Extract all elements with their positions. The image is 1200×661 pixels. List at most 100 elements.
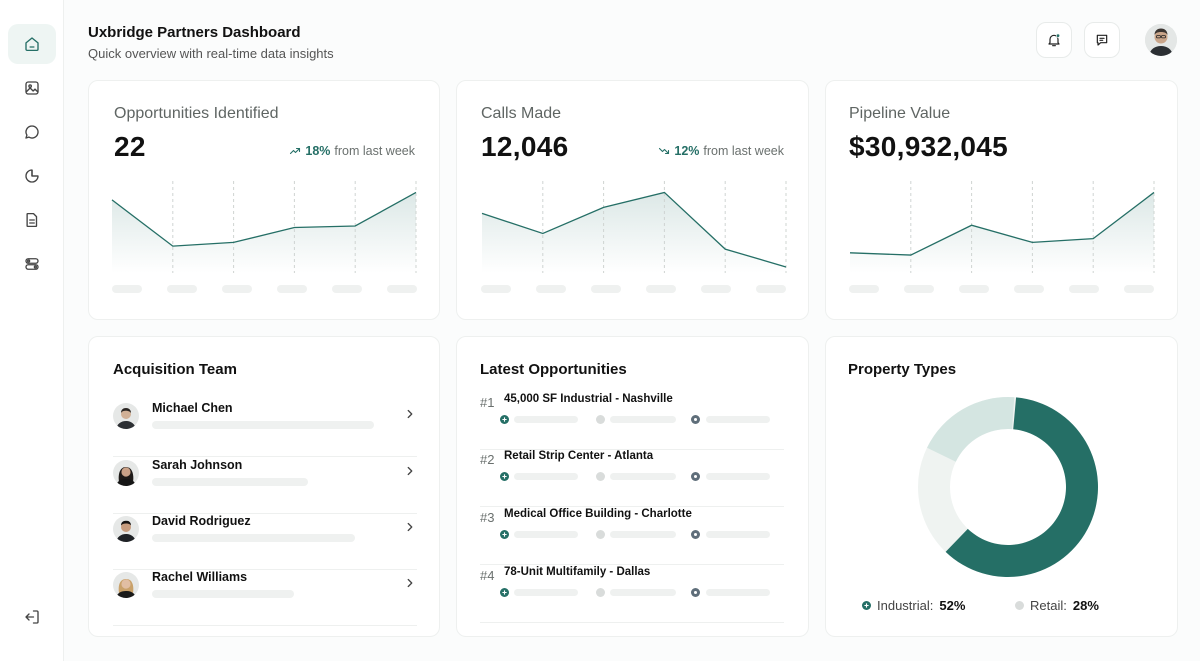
axis-placeholders <box>112 285 417 293</box>
page-subtitle: Quick overview with real-time data insig… <box>88 46 334 61</box>
opportunity-title: Medical Office Building - Charlotte <box>504 508 692 520</box>
opportunity-rank: #4 <box>480 568 495 583</box>
axis-label-placeholder <box>277 285 307 293</box>
opportunity-title: 78-Unit Multifamily - Dallas <box>504 566 651 578</box>
page-title: Uxbridge Partners Dashboard <box>88 24 301 41</box>
sparkline-chart <box>481 181 787 273</box>
metric-card-calls: Calls Made 12,046 12% from last week <box>456 80 809 320</box>
legend-item-industrial: Industrial: 52% <box>862 598 965 613</box>
opportunity-row[interactable]: #1 45,000 SF Industrial - Nashville <box>480 393 784 450</box>
axis-placeholders <box>481 285 786 293</box>
detail-placeholder <box>514 473 578 480</box>
detail-placeholder <box>706 589 770 596</box>
nav-documents[interactable] <box>8 200 56 240</box>
opportunity-row[interactable]: #3 Medical Office Building - Charlotte <box>480 508 784 565</box>
axis-label-placeholder <box>904 285 934 293</box>
axis-label-placeholder <box>959 285 989 293</box>
nav-gallery[interactable] <box>8 68 56 108</box>
home-icon <box>25 37 39 52</box>
nav-analytics[interactable] <box>8 156 56 196</box>
chevron-right-icon <box>407 409 413 419</box>
detail-placeholder <box>514 416 578 423</box>
member-name: Michael Chen <box>152 401 233 415</box>
nav-messages[interactable] <box>8 112 56 152</box>
logout-button[interactable] <box>8 597 56 637</box>
messages-button[interactable] <box>1084 22 1120 58</box>
latest-opportunities-card: Latest Opportunities #1 45,000 SF Industr… <box>456 336 809 637</box>
axis-label-placeholder <box>646 285 676 293</box>
area-fill <box>112 192 416 273</box>
logout-icon <box>25 610 39 624</box>
series-line <box>481 191 787 268</box>
slice-retail <box>927 397 1015 462</box>
axis-label-placeholder <box>536 285 566 293</box>
change-text: from last week <box>703 144 784 158</box>
detail-placeholder <box>706 473 770 480</box>
metric-value: 22 <box>114 131 146 162</box>
detail-placeholder <box>610 531 676 538</box>
status-dot <box>500 415 509 424</box>
opportunity-rank: #3 <box>480 510 495 525</box>
axis-label-placeholder <box>1069 285 1099 293</box>
section-title: Latest Opportunities <box>480 361 627 378</box>
team-member-row[interactable]: Sarah Johnson <box>113 458 417 514</box>
opportunity-row[interactable]: #2 Retail Strip Center - Atlanta <box>480 450 784 507</box>
team-member-row[interactable]: Michael Chen <box>113 401 417 457</box>
axis-label-placeholder <box>1014 285 1044 293</box>
axis-label-placeholder <box>332 285 362 293</box>
status-dot <box>596 472 605 481</box>
settings-toggle-icon <box>25 258 39 270</box>
legend-value: 28% <box>1072 598 1099 613</box>
metric-card-pipeline: Pipeline Value $30,932,045 <box>825 80 1178 320</box>
detail-placeholder <box>706 416 770 423</box>
image-icon <box>25 81 39 95</box>
detail-placeholder <box>610 589 676 596</box>
user-avatar[interactable] <box>1145 24 1177 56</box>
metric-label: Pipeline Value <box>849 105 951 122</box>
detail-placeholder <box>514 531 578 538</box>
metric-card-opportunities: Opportunities Identified 22 18% from las… <box>88 80 440 320</box>
nav-home[interactable] <box>8 24 56 64</box>
sparkline-chart <box>849 181 1155 273</box>
donut-chart <box>918 397 1098 577</box>
detail-placeholder <box>610 416 676 423</box>
notifications-button[interactable] <box>1036 22 1072 58</box>
member-name: David Rodriguez <box>152 514 251 528</box>
message-icon <box>1096 34 1108 46</box>
status-dot <box>500 588 509 597</box>
opportunity-row[interactable]: #4 78-Unit Multifamily - Dallas <box>480 566 784 623</box>
avatar <box>113 403 139 429</box>
axis-label-placeholder <box>591 285 621 293</box>
area-fill <box>482 192 786 273</box>
bell-icon <box>1048 33 1061 47</box>
team-member-row[interactable]: Rachel Williams <box>113 570 417 626</box>
team-member-row[interactable]: David Rodriguez <box>113 514 417 570</box>
detail-placeholder <box>152 478 308 486</box>
opportunity-title: 45,000 SF Industrial - Nashville <box>504 393 673 405</box>
status-dot <box>500 472 509 481</box>
detail-placeholder <box>152 590 294 598</box>
legend-value: 52% <box>939 598 966 613</box>
nav-settings[interactable] <box>8 244 56 284</box>
chevron-right-icon <box>407 466 413 476</box>
chevron-right-icon <box>407 522 413 532</box>
detail-placeholder <box>152 534 355 542</box>
legend-label: Industrial: <box>877 598 934 613</box>
metric-label: Opportunities Identified <box>114 105 279 122</box>
axis-label-placeholder <box>387 285 417 293</box>
trend-down-icon <box>659 147 670 155</box>
sparkline-chart <box>111 181 417 273</box>
avatar <box>113 460 139 486</box>
status-dot <box>596 530 605 539</box>
detail-placeholder <box>706 531 770 538</box>
legend-dot <box>862 601 871 610</box>
metric-value: $30,932,045 <box>849 131 1009 162</box>
status-dot <box>691 472 700 481</box>
status-dot <box>500 530 509 539</box>
legend-item-retail: Retail: 28% <box>1015 598 1099 613</box>
sidebar <box>0 0 64 661</box>
pie-chart-icon <box>25 169 39 183</box>
axis-label-placeholder <box>481 285 511 293</box>
acquisition-team-card: Acquisition Team Michael Chen Sarah John… <box>88 336 440 637</box>
legend-dot <box>1015 601 1024 610</box>
